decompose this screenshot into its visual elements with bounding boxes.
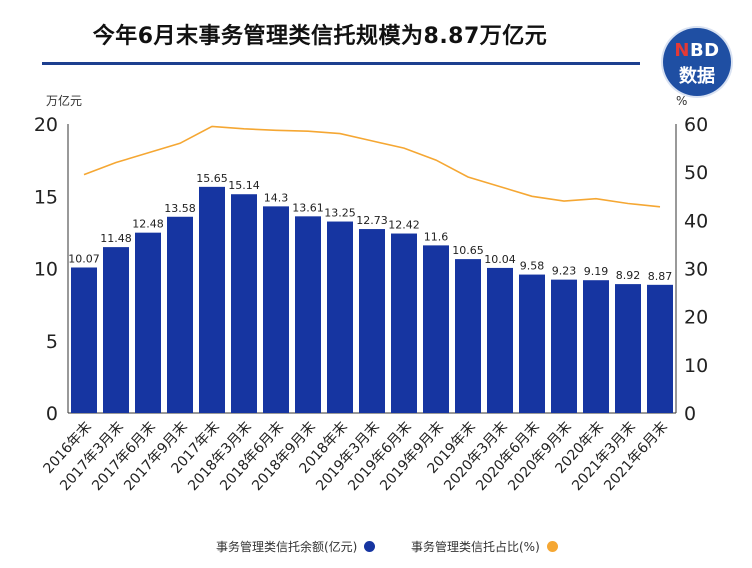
- bar: [487, 267, 513, 413]
- y-right-tick-label: 10: [684, 355, 708, 377]
- legend-item-share: 事务管理类信托占比(%): [411, 538, 558, 555]
- bar: [615, 284, 641, 413]
- bar: [199, 186, 225, 413]
- bar: [295, 216, 321, 413]
- bar-value-label: 12.73: [356, 214, 388, 227]
- y-right-tick-label: 20: [684, 307, 708, 329]
- bar: [583, 280, 609, 413]
- logo-shuju-text: 数据: [679, 66, 715, 87]
- chart-title: 今年6月末事务管理类信托规模为8.87万亿元: [92, 24, 548, 49]
- bar: [423, 245, 449, 413]
- bar: [647, 284, 673, 413]
- y-left-tick-label: 10: [34, 259, 58, 281]
- bar-value-label: 15.14: [228, 179, 260, 192]
- bar-value-label: 9.58: [520, 260, 545, 273]
- bar-value-label: 15.65: [196, 172, 228, 185]
- bar: [103, 247, 129, 413]
- bar-value-label: 13.61: [292, 201, 324, 214]
- bar-value-label: 10.65: [452, 244, 484, 257]
- legend-label-share: 事务管理类信托占比(%): [411, 540, 540, 554]
- bar: [231, 194, 257, 413]
- y-left-tick-label: 0: [46, 403, 58, 425]
- bar-value-label: 9.19: [584, 265, 609, 278]
- bar: [455, 259, 481, 413]
- bar: [391, 233, 417, 413]
- legend-dot-share: [546, 541, 558, 552]
- logo-bd-letters: BD: [689, 40, 720, 61]
- y-right-tick-label: 0: [684, 403, 696, 425]
- logo-nbd-text: NBD: [663, 40, 731, 61]
- y-right-tick-label: 30: [684, 259, 708, 281]
- bar: [327, 221, 353, 413]
- logo-n-letter: N: [674, 40, 690, 61]
- bar: [359, 229, 385, 413]
- y-left-tick-label: 15: [34, 186, 58, 208]
- bar-value-label: 9.23: [552, 265, 577, 278]
- y-left-tick-label: 5: [46, 331, 58, 353]
- bar-value-label: 12.42: [388, 219, 420, 232]
- legend-dot-balance: [364, 541, 376, 552]
- bar: [551, 279, 577, 413]
- y-right-tick-label: 50: [684, 162, 708, 184]
- bar-value-label: 13.25: [324, 207, 356, 220]
- bar-value-label: 8.87: [648, 270, 673, 283]
- title-underline: [42, 62, 640, 65]
- bar-value-label: 10.07: [68, 252, 100, 265]
- bar: [71, 267, 97, 413]
- y-right-tick-label: 60: [684, 114, 708, 136]
- bar-value-label: 11.48: [100, 232, 132, 245]
- legend-label-balance: 事务管理类信托余额(亿元): [216, 540, 358, 554]
- bar-value-label: 11.6: [424, 230, 449, 243]
- bar: [135, 232, 161, 413]
- bar-value-label: 12.48: [132, 218, 164, 231]
- bar: [167, 216, 193, 413]
- y-right-tick-label: 40: [684, 210, 708, 232]
- nbd-logo: NBD 数据: [663, 28, 731, 96]
- bar: [519, 274, 545, 413]
- share-series-line: [83, 125, 661, 208]
- bar-value-label: 14.3: [264, 191, 289, 204]
- y-right-unit-label: %: [676, 94, 687, 108]
- y-left-tick-label: 20: [34, 114, 58, 136]
- bar-value-label: 8.92: [616, 269, 641, 282]
- bar: [263, 206, 289, 413]
- bar-value-label: 10.04: [484, 253, 516, 266]
- y-left-unit-label: 万亿元: [46, 93, 82, 108]
- bar-value-label: 13.58: [164, 202, 196, 215]
- legend-item-balance: 事务管理类信托余额(亿元): [216, 538, 376, 555]
